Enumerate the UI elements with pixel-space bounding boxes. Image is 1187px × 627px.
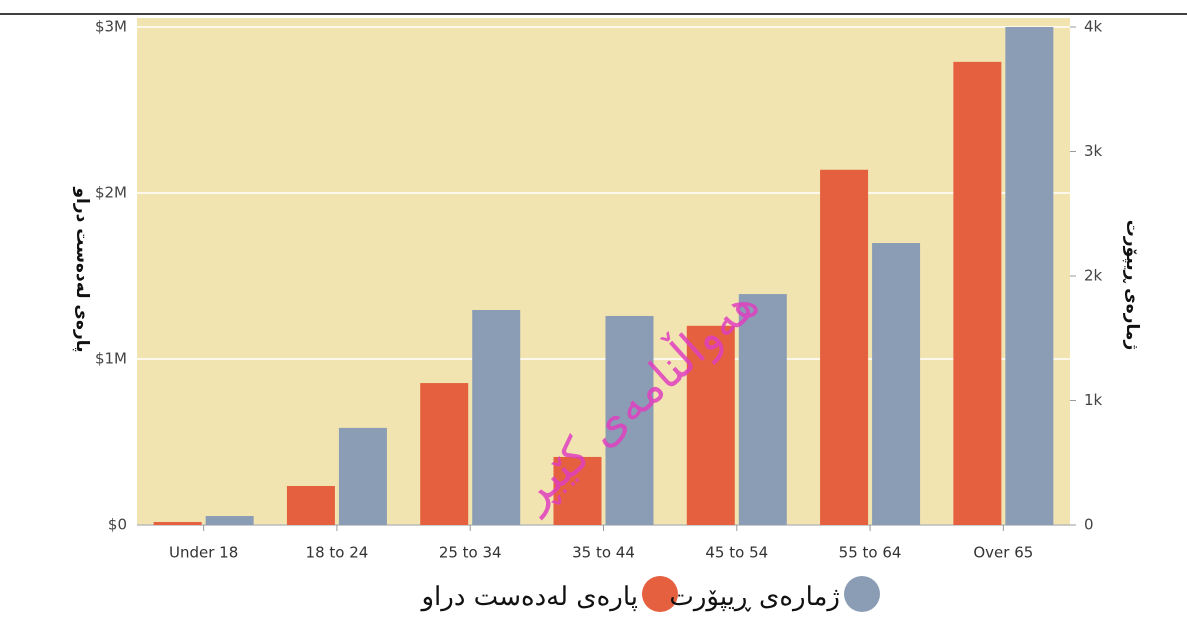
bar [686,325,735,525]
bar [605,315,654,525]
y2-tick-label: 3k [1084,142,1103,160]
y-axis-title: پارەی لەدەست دراو [72,186,92,352]
x-tick-label: Under 18 [169,544,238,562]
bar [820,169,869,525]
y2-tick-label: 0 [1084,516,1094,534]
y2-tick-label: 4k [1084,18,1103,36]
bar [738,294,787,525]
legend-label: پارەی لەدەست دراو [419,582,638,612]
bar [872,243,921,525]
x-tick-label: 35 to 44 [572,544,635,562]
bar [472,309,521,525]
legend-label: ژمارەی ڕیپۆرت [669,582,840,612]
bar [953,61,1002,526]
x-tick-label: 25 to 34 [439,544,502,562]
y2-tick-label: 1k [1084,391,1103,409]
legend-swatch [844,576,880,612]
x-tick-label: 55 to 64 [839,544,902,562]
x-tick-label: 18 to 24 [306,544,369,562]
y-tick-label: $3M [95,18,127,36]
y-tick-label: $2M [95,184,127,202]
legend-swatch [642,576,678,612]
x-tick-label: 45 to 54 [705,544,768,562]
bar [205,516,254,525]
y-tick-label: $1M [95,350,127,368]
bar [420,383,469,525]
bar [286,485,335,525]
y-tick-label: $0 [108,516,127,534]
bar [153,522,202,525]
y2-axis-title: ژمارەی ڕیپۆرت [1122,220,1142,350]
bar [553,456,602,525]
bar [1005,27,1054,525]
x-tick-label: Over 65 [973,544,1033,562]
y2-tick-label: 2k [1084,267,1103,285]
bar [338,427,387,525]
